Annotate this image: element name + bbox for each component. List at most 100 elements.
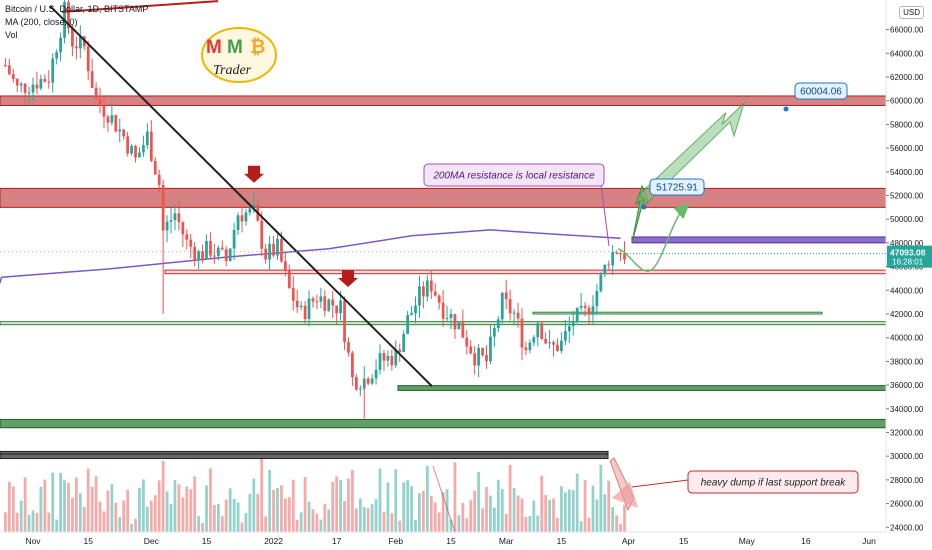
candle-2022-03-20 [579,305,583,308]
candle-2022-01-29 [382,353,386,361]
volume-bar-2022-01-20 [347,478,350,532]
volume-bar-2021-11-17 [94,476,98,532]
dump-arrow-right-head [612,482,638,508]
volume-bar-2022-03-13 [552,498,555,532]
volume-bar-2022-01-23 [358,498,362,532]
target-dot-60004 [783,106,789,112]
logo-trader: Trader [213,63,252,78]
volume-bar-2022-01-17 [335,476,339,532]
candle-2022-01-17 [335,305,339,314]
candle-2021-11-29 [142,145,145,153]
volume-bar-2022-03-16 [563,492,567,532]
ma-resistance-callout: 200MA resistance is local resistance [432,171,595,182]
candle-2022-03-09 [536,323,540,338]
candle-2022-01-22 [354,377,358,390]
volume-bar-2022-01-02 [276,487,279,532]
candle-2022-03-15 [560,340,563,351]
volume-bar-2021-10-27 [11,486,15,532]
y-tick-label-36000: 36000.00 [890,381,924,390]
volume-bar-2021-11-23 [118,517,122,532]
candle-2022-01-02 [276,238,279,256]
y-tick-label-60000: 60000.00 [890,97,924,106]
x-tick-label-1: 15 [83,536,93,546]
candle-2021-11-19 [102,105,106,117]
candle-2021-12-24 [240,215,244,222]
volume-bar-2021-11-21 [110,484,114,532]
candle-2021-12-07 [173,213,177,221]
y-axis-panel [887,0,932,550]
candle-2021-11-15 [86,46,90,72]
volume-bar-2022-03-06 [524,516,528,532]
volume-bar-2021-11-11 [71,497,74,532]
volume-bar-2022-02-01 [394,469,398,532]
volume-bar-2022-02-12 [437,512,441,532]
volume-bar-2021-12-03 [157,480,161,532]
volume-bar-2022-02-22 [477,472,480,532]
volume-bar-2022-01-12 [315,513,319,532]
volume-bar-2022-02-14 [445,489,449,532]
candle-2022-02-11 [433,291,437,296]
candle-2022-03-17 [567,326,571,332]
candle-2021-11-27 [134,145,137,158]
candle-2022-03-14 [556,344,559,351]
volume-bar-2022-01-21 [351,470,354,532]
candle-2021-12-04 [161,184,165,231]
volume-bar-2021-11-01 [31,510,35,532]
ma-callout-pointer [600,183,610,247]
y-tick-label-54000: 54000.00 [890,168,924,177]
volume-bar-2022-03-03 [512,487,516,532]
candle-2022-01-04 [283,261,287,270]
candle-2021-11-18 [98,98,102,106]
volume-bar-2022-01-27 [374,499,378,532]
price-label-60004-box [794,82,848,100]
volume-bar-2021-12-23 [236,502,240,532]
volume-bar-2021-12-13 [197,515,201,532]
candle-2022-01-27 [374,369,378,379]
candle-2021-11-01 [31,84,35,93]
candle-2022-01-14 [323,296,327,311]
x-tick-label-12: May [739,536,756,546]
volume-legend[interactable]: Vol [5,30,18,40]
volume-bar-2022-03-05 [520,498,524,532]
volume-bar-2022-02-08 [422,490,425,532]
volume-bar-2021-12-12 [193,476,197,532]
candle-2022-03-07 [528,342,532,351]
candle-2021-12-30 [264,248,268,260]
x-tick-label-8: Mar [499,536,514,546]
candle-2022-01-10 [307,298,311,320]
volume-bar-2022-02-02 [398,520,402,532]
candle-2021-11-03 [39,78,43,89]
volume-bar-2021-11-04 [43,479,47,532]
volume-bar-2022-03-23 [591,485,595,532]
candle-2021-12-29 [260,220,264,249]
candle-2021-12-18 [216,247,220,256]
volume-bar-2021-12-22 [232,498,236,532]
candle-2022-02-25 [489,336,492,362]
volume-bar-2021-10-30 [23,477,27,532]
candle-2021-11-22 [114,115,118,132]
candle-2022-02-19 [465,337,469,347]
y-tick-label-44000: 44000.00 [890,286,924,295]
candle-2021-11-11 [71,27,74,47]
candle-2022-01-30 [386,355,390,361]
candle-2021-10-30 [23,83,27,93]
candle-2021-11-20 [106,116,110,123]
candle-2022-02-09 [425,280,429,297]
volume-bar-2021-11-12 [74,477,78,532]
projection-path [617,203,690,272]
ma-legend[interactable]: MA (200, close, 0) [5,17,78,27]
volume-bar-2022-02-07 [418,493,421,532]
volume-bar-2022-02-11 [433,502,437,532]
currency-button[interactable]: USD [899,6,924,19]
zone-resistance-60000 [0,95,887,106]
candle-2021-11-06 [51,58,55,83]
y-tick-label-48000: 48000.00 [890,239,924,248]
candle-2022-03-05 [520,318,524,348]
candle-2022-02-15 [449,314,453,319]
volume-bar-2022-01-09 [303,477,307,532]
volume-bar-2022-02-26 [492,507,496,532]
candle-2022-03-16 [563,331,567,341]
symbol-legend[interactable]: Bitcoin / U.S. Dollar, 1D, BITSTAMP [5,4,149,14]
volume-bar-2021-12-30 [264,516,268,532]
